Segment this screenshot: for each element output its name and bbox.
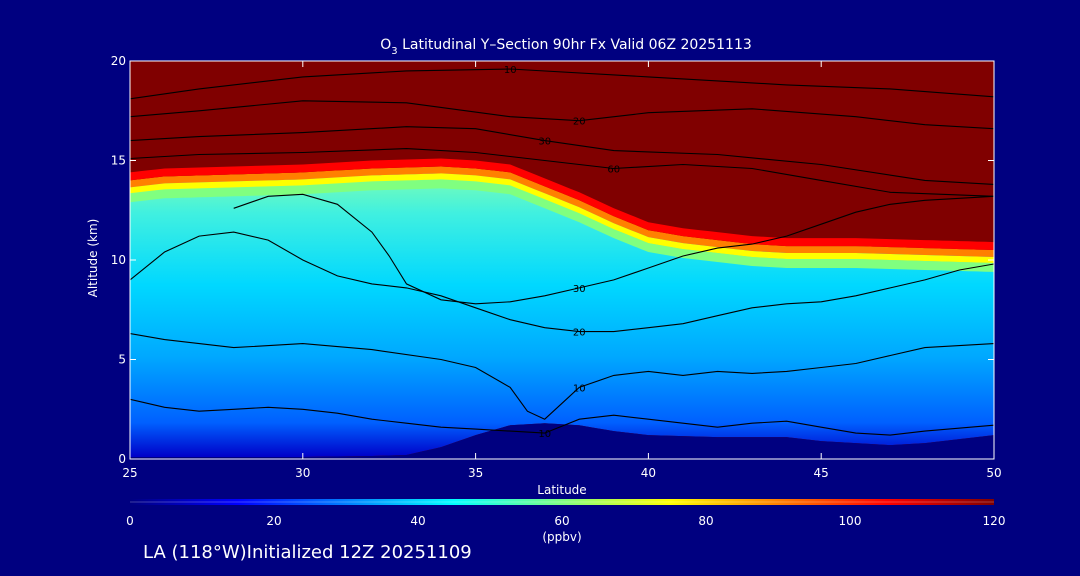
tropopause-band-2: [130, 166, 994, 257]
x-tick-label: 50: [986, 466, 1001, 480]
contour-label: 20: [573, 328, 586, 339]
y-tick-label: 5: [118, 353, 126, 367]
y-axis: 0 5 10 15 20: [111, 54, 994, 466]
colorbar-tick-label: 20: [266, 514, 281, 528]
troposphere-fill: [130, 170, 994, 457]
contour-line: [130, 100, 994, 130]
y-tick-label: 10: [111, 253, 126, 267]
contour-label: 10: [504, 65, 517, 76]
contour-line: [130, 68, 994, 100]
x-tick-label: 45: [814, 466, 829, 480]
colorbar: 0 20 40 60 80 100 120: [126, 499, 1005, 528]
contour-label: 20: [573, 117, 586, 128]
terrain-fill: [130, 423, 994, 459]
contour-label: 10: [538, 429, 551, 440]
y-tick-label: 20: [111, 54, 126, 68]
contour-lines: 10 20 30 60 20 30 10 10: [130, 65, 994, 440]
plot-area: [130, 61, 994, 459]
contour-line: [130, 333, 994, 420]
tropopause-band-1: [130, 173, 994, 263]
colorbar-tick-label: 100: [839, 514, 862, 528]
contour-line: [233, 193, 994, 305]
y-tick-label: 15: [111, 154, 126, 168]
tropopause-band-3: [130, 158, 994, 250]
x-tick-label: 30: [295, 466, 310, 480]
x-axis-label: Latitude: [537, 483, 586, 497]
contour-label: 60: [607, 165, 620, 176]
y-tick-label: 0: [118, 452, 126, 466]
contour-label: 10: [573, 383, 586, 394]
x-tick-label: 25: [122, 466, 137, 480]
colorbar-tick-label: 80: [698, 514, 713, 528]
x-tick-label: 35: [468, 466, 483, 480]
contour-line: [130, 126, 994, 185]
colorbar-tick-label: 120: [983, 514, 1006, 528]
contour-label: 30: [573, 284, 586, 295]
colorbar-unit: (ppbv): [542, 530, 581, 544]
contour-line: [130, 398, 994, 436]
contour-line: [130, 148, 994, 197]
colorbar-tick-label: 0: [126, 514, 134, 528]
y-axis-label: Altitude (km): [86, 219, 100, 298]
colorbar-tick-label: 40: [410, 514, 425, 528]
x-axis: 25 30 35 40 45 50: [122, 61, 1002, 480]
contour-label: 30: [538, 137, 551, 148]
x-tick-label: 40: [641, 466, 656, 480]
chart-title: O3 Latitudinal Y–Section 90hr Fx Valid 0…: [380, 37, 752, 57]
colorbar-tick-label: 60: [554, 514, 569, 528]
tropopause-band-0: [130, 179, 994, 272]
initialization-footer: LA (118°W)Initialized 12Z 20251109: [143, 542, 472, 563]
contour-line: [130, 231, 994, 333]
